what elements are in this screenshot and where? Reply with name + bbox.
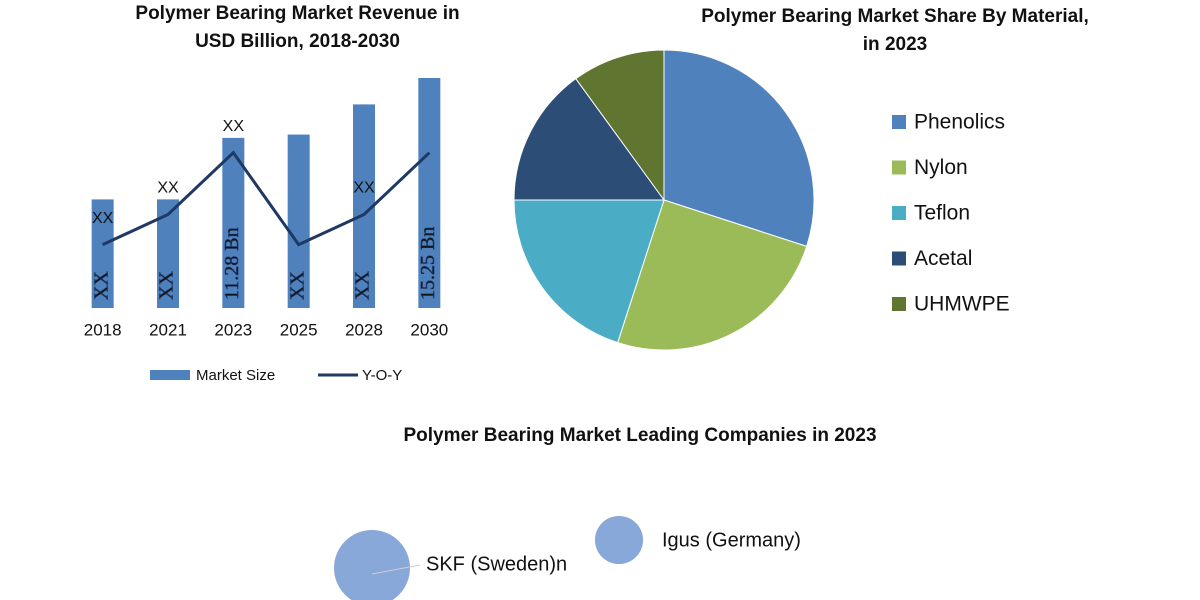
legend-swatch (150, 370, 190, 380)
value-label: XX (352, 271, 374, 300)
legend-swatch (892, 297, 906, 311)
value-label: XX (223, 118, 245, 135)
value-label: XX (90, 271, 112, 300)
value-label: XX (156, 271, 178, 300)
bar (418, 78, 441, 308)
bar (353, 104, 375, 309)
legend-label: Acetal (914, 247, 972, 270)
x-tick-label: 2021 (149, 320, 187, 339)
pie-slice (513, 77, 665, 201)
pie-slice (663, 49, 815, 247)
bar (157, 199, 179, 308)
x-tick-label: 2030 (410, 320, 448, 339)
leader-line (371, 564, 421, 575)
line (102, 150, 431, 247)
legend-swatch (892, 206, 906, 220)
legend-label: Y-O-Y (362, 367, 402, 384)
value-label: 15.25 Bn (417, 227, 439, 300)
x-tick-label: 2025 (280, 320, 318, 339)
pie-slice (513, 199, 665, 344)
bar (287, 134, 310, 308)
legend-label: Market Size (196, 367, 275, 384)
legend-label: UHMWPE (914, 293, 1010, 316)
value-label: 11.28 Bn (221, 227, 243, 300)
legend-swatch (892, 251, 906, 266)
value-label: XX (286, 271, 308, 300)
x-tick-label: 2023 (214, 320, 252, 339)
value-label: XX (353, 180, 375, 197)
pie-slice (617, 199, 808, 351)
pie-slice (575, 49, 665, 202)
legend-swatch (892, 160, 906, 175)
chart-title: Polymer Bearing Market Leading Companies… (403, 425, 877, 446)
x-tick-label: 2028 (345, 320, 383, 339)
legend-swatch (892, 115, 906, 129)
legend-label: Teflon (914, 202, 970, 225)
bubble-label: SKF (Sweden)n (426, 553, 567, 575)
bubble (334, 530, 410, 600)
legend-label: Phenolics (914, 111, 1005, 134)
bubble-label: Igus (Germany) (662, 529, 801, 551)
x-tick-label: 2018 (84, 320, 122, 339)
bar (91, 199, 114, 308)
bubble (594, 515, 644, 565)
bar (222, 137, 245, 308)
chart-title: Polymer Bearing Market Revenue in USD Bi… (135, 3, 460, 52)
chart-title: Polymer Bearing Market Share By Material… (701, 6, 1089, 55)
value-label: XX (157, 180, 179, 197)
value-label: XX (92, 210, 114, 227)
legend-label: Nylon (914, 156, 968, 179)
